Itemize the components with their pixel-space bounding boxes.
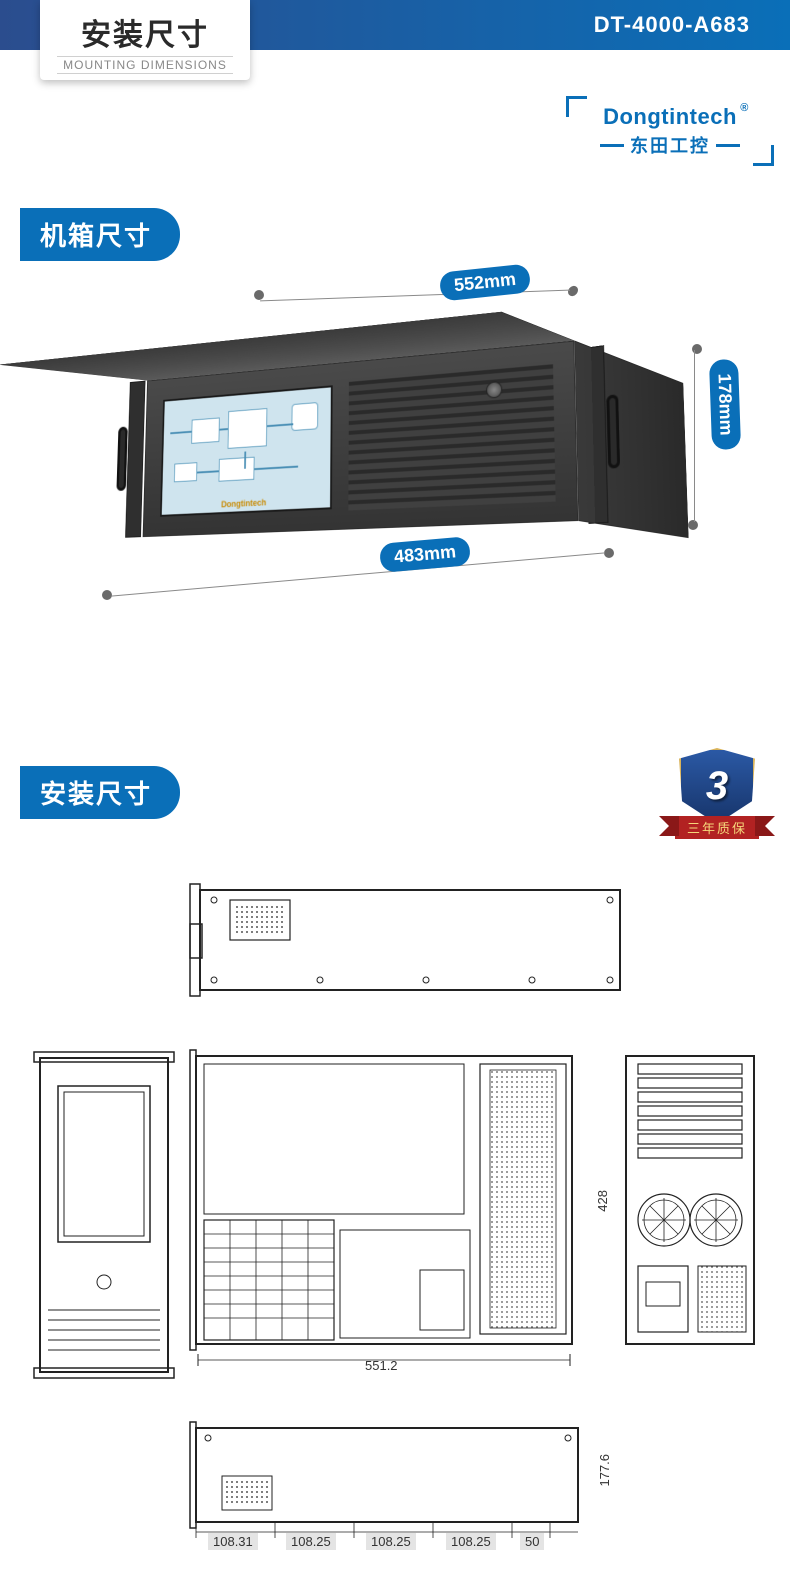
warranty-text: 三年质保	[675, 816, 759, 839]
header-title-cn: 安装尺寸	[81, 10, 209, 54]
dim-side-height: 177.6	[597, 1454, 612, 1487]
dim-height: 178mm	[709, 359, 741, 450]
warranty-years: 3	[706, 764, 728, 809]
header-title-tab: 安装尺寸 MOUNTING DIMENSIONS	[40, 0, 250, 80]
dim-tab-1: 108.25	[286, 1533, 336, 1550]
dim-tab-2: 108.25	[366, 1533, 416, 1550]
section-label-chassis: 机箱尺寸	[20, 208, 180, 261]
dim-depth: 552mm	[439, 263, 532, 301]
warranty-badge: 3 三年质保	[672, 748, 762, 848]
drawing-side-bottom: 177.6 108.31 108.25 108.25 108.25 50	[190, 1420, 590, 1550]
dim-tab-0: 108.31	[208, 1533, 258, 1550]
chassis-3d-view: Dongtintech 552mm 483mm 178mm	[60, 290, 720, 650]
brand-logo: Dongtintech® 东田工控	[570, 100, 770, 162]
drawing-front	[34, 1050, 174, 1380]
dim-top-height: 428	[595, 1190, 610, 1212]
drawing-back	[620, 1050, 760, 1380]
drawing-top: 551.2 428	[190, 1050, 590, 1380]
drawing-side-top	[190, 870, 640, 1010]
section-label-mount: 安装尺寸	[20, 766, 180, 819]
dim-tab-3: 108.25	[446, 1533, 496, 1550]
header-title-en: MOUNTING DIMENSIONS	[57, 56, 233, 74]
screen-brand-label: Dongtintech	[221, 498, 266, 510]
dim-top-depth: 551.2	[360, 1357, 403, 1374]
brand-name-cn: 东田工控	[630, 132, 710, 158]
front-panel-screen: Dongtintech	[160, 385, 333, 516]
brand-name-en: Dongtintech®	[603, 104, 737, 130]
product-model: DT-4000-A683	[594, 12, 750, 38]
dim-tab-4: 50	[520, 1533, 544, 1550]
